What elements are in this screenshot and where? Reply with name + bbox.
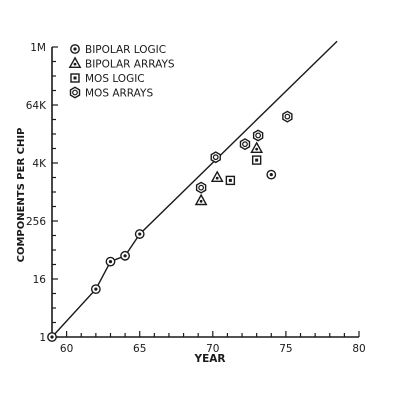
data-point-bipolar-logic (105, 256, 116, 267)
marker-center (73, 47, 77, 51)
marker-ring (284, 113, 291, 120)
legend-marker-bipolar-arrays (68, 56, 82, 68)
marker-outline (195, 181, 207, 194)
y-axis-label: COMPONENTS PER CHIP (16, 128, 27, 263)
marker-ring (255, 132, 262, 139)
marker-center (73, 76, 77, 80)
y-tick-label: 4K (32, 158, 47, 170)
chart-axes: 1 16 256 4K 64K 1M 60 65 70 75 80 (26, 42, 366, 355)
trend-line-group (51, 40, 338, 338)
chart-legend: BIPOLAR LOGIC BIPOLAR ARRAYS MOS LOGIC MOS … (68, 44, 175, 100)
x-tick-label: 75 (279, 343, 292, 355)
marker-center (199, 199, 203, 203)
trend-line (51, 40, 338, 338)
y-tick-label: 256 (26, 216, 46, 228)
legend-label-mos-logic: MOS LOGIC (85, 73, 145, 85)
x-tick-label: 80 (352, 343, 365, 355)
marker-center (255, 147, 259, 151)
y-tick-label: 16 (33, 274, 47, 286)
y-tick-label: 64K (26, 100, 47, 112)
marker-center (94, 287, 98, 291)
x-axis-label: YEAR (194, 353, 226, 365)
marker-center (255, 158, 259, 162)
marker-outline (194, 193, 208, 206)
marker-center (50, 335, 54, 339)
marker-outline (210, 151, 221, 164)
legend-label-mos-arrays: MOS ARRAYS (85, 88, 153, 100)
x-tick-label: 70 (206, 343, 219, 355)
marker-outline (210, 170, 224, 182)
data-point-bipolar-logic (90, 284, 101, 295)
marker-center (215, 176, 219, 180)
marker-ring (72, 89, 78, 96)
marker-center (108, 260, 113, 264)
data-point-bipolar-arrays (194, 193, 208, 206)
data-point-mos-logic (251, 155, 262, 165)
marker-ring (212, 154, 219, 161)
data-point-bipolar-logic (134, 229, 145, 239)
legend-marker-bipolar-logic (70, 44, 80, 54)
data-point-mos-arrays (239, 138, 251, 151)
x-tick-label: 65 (133, 343, 146, 355)
marker-outline (69, 86, 81, 99)
data-point-bipolar-logic (266, 169, 277, 180)
data-point-mos-arrays (252, 129, 264, 142)
marker-outline (250, 141, 264, 153)
marker-center (73, 62, 77, 66)
data-point-bipolar-logic (120, 250, 130, 261)
marker-center (228, 178, 232, 182)
y-tick-label: 1 (39, 332, 46, 344)
marker-ring (198, 184, 205, 191)
legend-marker-mos-logic (70, 73, 80, 83)
marker-outline (68, 56, 82, 68)
data-points-group (47, 110, 293, 342)
marker-center (138, 232, 142, 236)
marker-center (123, 254, 127, 258)
legend-label-bipolar-arrays: BIPOLAR ARRAYS (85, 59, 175, 71)
marker-ring (242, 141, 248, 148)
x-tick-label: 60 (60, 343, 73, 355)
data-point-bipolar-logic (47, 332, 57, 342)
legend-marker-mos-arrays (69, 86, 81, 99)
axis-labels-group: COMPONENTS PER CHIP YEAR (16, 128, 226, 365)
y-tick-label: 1M (30, 42, 46, 54)
legend-label-bipolar-logic: BIPOLAR LOGIC (85, 44, 166, 56)
marker-outline (252, 129, 264, 142)
data-point-mos-arrays (195, 181, 207, 194)
marker-outline (282, 110, 293, 123)
data-point-bipolar-arrays (250, 141, 264, 153)
data-point-bipolar-arrays (210, 170, 224, 182)
marker-center (269, 173, 273, 177)
data-point-mos-logic (225, 175, 236, 186)
marker-outline (239, 138, 251, 151)
data-point-mos-arrays (210, 151, 221, 164)
data-point-mos-arrays (282, 110, 293, 123)
